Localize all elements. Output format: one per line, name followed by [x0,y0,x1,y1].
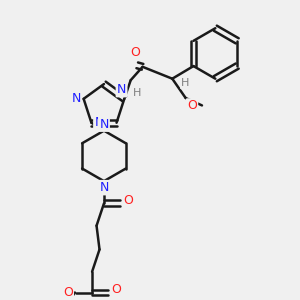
Text: N: N [71,92,81,105]
Text: O: O [111,283,121,296]
Text: O: O [63,286,73,299]
Text: N: N [117,83,126,96]
Text: O: O [123,194,133,207]
Text: O: O [130,46,140,59]
Text: O: O [187,100,197,112]
Text: N: N [99,118,109,131]
Text: H: H [181,78,190,88]
Text: H: H [133,88,141,98]
Text: N: N [94,116,104,129]
Text: N: N [99,181,109,194]
